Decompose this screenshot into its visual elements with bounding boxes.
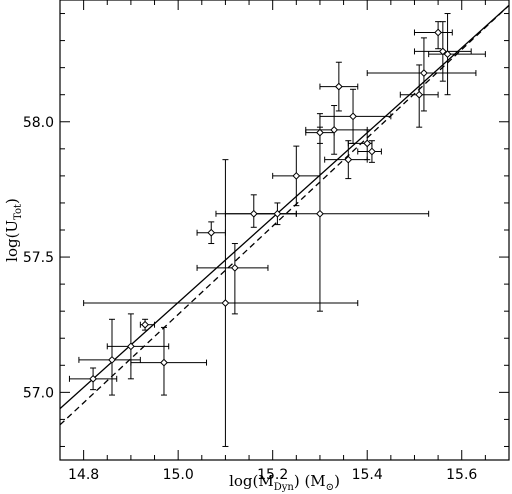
data-markers bbox=[89, 28, 452, 383]
x-axis-title: log(MDyn) (M⊙) bbox=[229, 472, 340, 493]
data-point-marker bbox=[438, 47, 447, 56]
data-point-marker bbox=[249, 209, 258, 218]
data-point-marker bbox=[330, 125, 339, 134]
data-point-marker bbox=[207, 228, 216, 237]
y-axis-title: log(UTot) bbox=[3, 198, 24, 262]
data-point-marker bbox=[141, 320, 149, 329]
data-point-marker bbox=[316, 209, 324, 218]
data-point-marker bbox=[221, 299, 230, 307]
x-axis-title-prefix: log(M bbox=[229, 472, 274, 490]
fit-line-dashed bbox=[59, 4, 510, 426]
y-axis-title-suffix: ) bbox=[3, 198, 21, 204]
x-axis-title-unit-symbol: ⊙ bbox=[326, 482, 334, 493]
y-axis-title-subscript: Tot bbox=[13, 204, 24, 220]
data-point-marker bbox=[415, 90, 424, 99]
data-point-marker bbox=[334, 82, 343, 91]
x-tick-label: 15.4 bbox=[352, 467, 383, 483]
plot-frame bbox=[59, 0, 510, 461]
y-axis-title-prefix: log(U bbox=[3, 220, 21, 262]
data-point-marker bbox=[108, 355, 116, 364]
y-tick-label: 57.0 bbox=[23, 385, 54, 401]
data-point-marker bbox=[160, 358, 168, 367]
data-point-marker bbox=[89, 374, 97, 383]
data-point-marker bbox=[368, 147, 376, 156]
x-tick-label: 14.8 bbox=[68, 467, 99, 483]
axis-tick-labels: 14.8 15.0 15.2 15.4 15.6 57.0 57.5 58.0 bbox=[23, 115, 478, 483]
data-point-marker bbox=[420, 69, 428, 77]
data-point-marker bbox=[443, 50, 452, 59]
data-point-marker bbox=[344, 155, 353, 164]
x-axis-title-subscript: Dyn bbox=[274, 482, 295, 493]
data-point-marker bbox=[434, 28, 443, 37]
data-point-marker bbox=[363, 139, 372, 148]
x-axis-title-close: ) bbox=[334, 472, 340, 490]
data-point-marker bbox=[316, 128, 324, 137]
data-point-marker bbox=[126, 342, 135, 351]
data-point-marker bbox=[273, 209, 282, 218]
x-axis-title-suffix: ) (M bbox=[294, 472, 326, 490]
x-tick-label: 15.0 bbox=[163, 467, 194, 483]
y-tick-label: 58.0 bbox=[23, 115, 54, 131]
x-tick-label: 15.6 bbox=[446, 467, 477, 483]
y-tick-label: 57.5 bbox=[23, 250, 54, 266]
data-point-marker bbox=[230, 263, 239, 272]
axis-ticks bbox=[59, 0, 510, 460]
data-point-marker bbox=[349, 112, 357, 121]
x-tick-label: 15.2 bbox=[257, 467, 288, 483]
data-point-marker bbox=[292, 171, 301, 180]
